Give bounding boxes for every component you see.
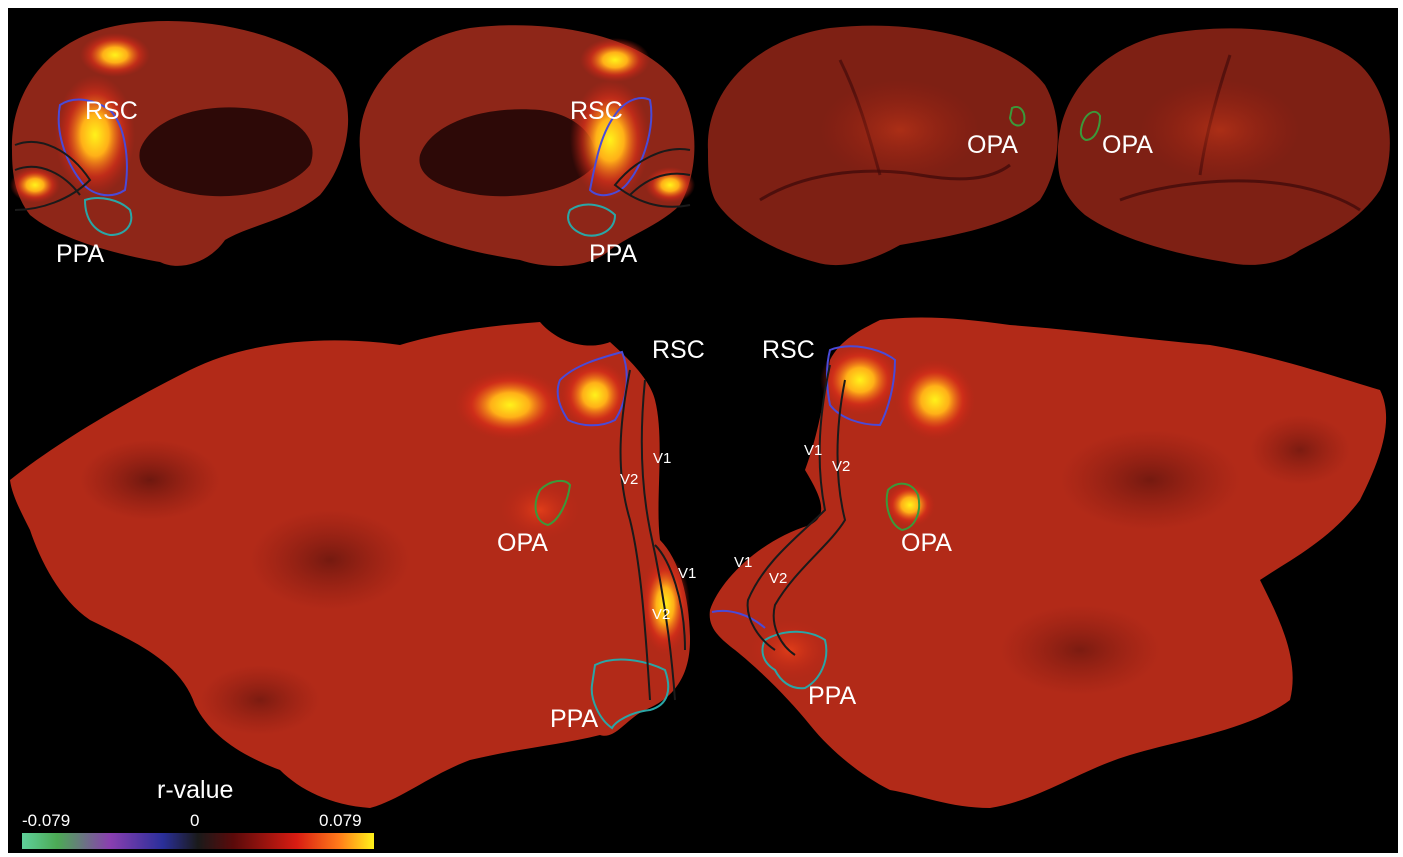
dark-region [1000, 605, 1160, 695]
visual-area-outline [613, 148, 691, 208]
label-v2: V2 [769, 570, 787, 587]
label-ppa: PPA [589, 240, 637, 268]
opa-outline [885, 482, 921, 532]
activation-hotspot [820, 345, 900, 415]
sulcus [1119, 179, 1361, 212]
opa-outline [534, 479, 572, 527]
dark-region [1250, 415, 1350, 485]
label-v1: V1 [804, 442, 822, 459]
inflated-right-medial [359, 25, 695, 266]
label-v1: V1 [678, 565, 696, 582]
activation-hotspot [80, 33, 150, 77]
visual-area-outline [654, 544, 686, 651]
ppa-outline [761, 630, 828, 690]
activation-hotspot [455, 370, 565, 440]
label-v1: V1 [653, 450, 671, 467]
ppa-outline [567, 203, 617, 237]
opa-outline [1079, 110, 1102, 142]
label-ppa: PPA [808, 682, 856, 710]
label-opa: OPA [1102, 131, 1153, 159]
colorbar-title: r-value [157, 776, 233, 804]
activation-region [500, 480, 580, 540]
label-v1: V1 [734, 554, 752, 571]
label-rsc: RSC [762, 336, 815, 364]
activation-hotspot [55, 75, 135, 195]
visual-area-outline [772, 379, 847, 656]
activation-region [1140, 80, 1300, 180]
colorbar-gradient [22, 833, 374, 849]
flatmap-surface [709, 317, 1387, 808]
colorbar-mid-label: 0 [190, 811, 199, 830]
colorbar-min-label: -0.079 [22, 811, 70, 830]
colorbar-max-label: 0.079 [319, 811, 362, 830]
visual-area-outline [619, 369, 651, 701]
activation-hotspot [580, 38, 650, 82]
inflated-right-lateral [1057, 28, 1390, 265]
rsc-outline [588, 97, 653, 197]
activation-hotspot [885, 483, 935, 527]
label-opa: OPA [497, 529, 548, 557]
dark-region [1060, 430, 1240, 530]
colorbar: r-value -0.079 0 0.079 [22, 776, 374, 849]
opa-outline [1008, 106, 1026, 127]
activation-hotspot [560, 360, 630, 430]
dark-region [250, 510, 410, 610]
label-rsc: RSC [570, 97, 623, 125]
visual-area-outline [14, 140, 92, 211]
ppa-outline [590, 658, 670, 730]
activation-region [820, 80, 980, 180]
label-v2: V2 [832, 458, 850, 475]
medial-wall [419, 109, 596, 197]
label-v2: V2 [652, 606, 670, 623]
rsc-outline [826, 345, 897, 427]
visual-area-outline [14, 165, 81, 196]
label-rsc: RSC [85, 97, 138, 125]
activation-hotspot [895, 360, 975, 440]
medial-wall [139, 107, 313, 197]
dark-region [200, 665, 320, 735]
label-rsc: RSC [652, 336, 705, 364]
ppa-outline [83, 197, 133, 237]
flatmap-left [10, 322, 690, 808]
inflated-left-medial [10, 21, 349, 266]
label-opa: OPA [967, 131, 1018, 159]
flatmap-right [709, 317, 1387, 808]
rsc-outline [556, 350, 628, 427]
visual-area-outline [746, 364, 831, 651]
label-opa: OPA [901, 529, 952, 557]
activation-hotspot [645, 167, 695, 203]
rsc-outline [711, 609, 766, 629]
label-ppa: PPA [550, 705, 598, 733]
visual-area-outline [629, 172, 691, 196]
activation-hotspot [10, 167, 60, 203]
visual-area-outline [640, 379, 676, 701]
inflated-left-lateral [707, 25, 1058, 266]
label-v2: V2 [620, 471, 638, 488]
dark-region [80, 440, 220, 520]
label-ppa: PPA [56, 240, 104, 268]
